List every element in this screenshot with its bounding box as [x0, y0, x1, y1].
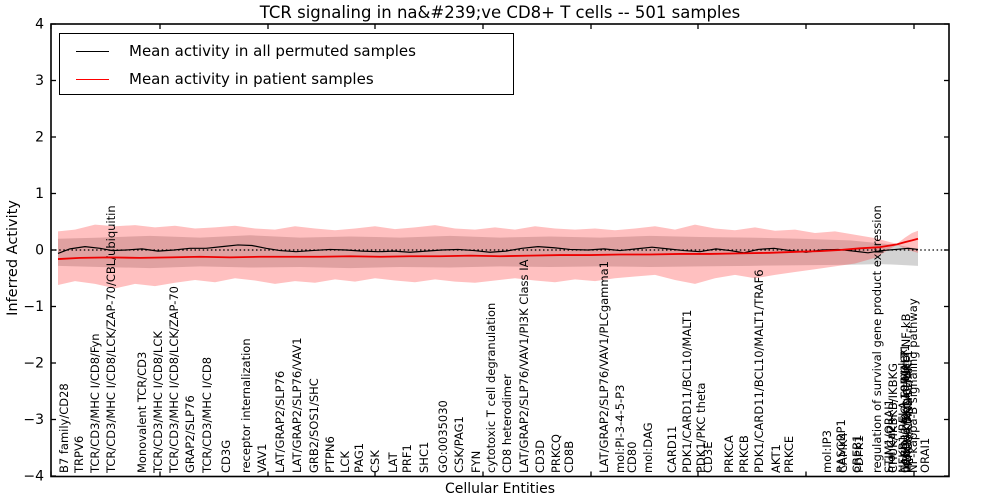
- x-category-label: PRKCB: [737, 435, 751, 473]
- x-category-label: CARD11/BCL10/MALT1: [898, 344, 912, 473]
- series-line-patient: [57, 237, 919, 260]
- x-category-label: CHUK/IKBKB/IKBKG: [886, 363, 900, 473]
- x-category-label: NF-kappa-B signaling pathway: [906, 298, 920, 473]
- legend-item-patient: Mean activity in patient samples: [60, 65, 374, 93]
- x-category-label: PDK1/CARD11/BCL10/MALT1/TRAF6: [752, 269, 766, 473]
- x-category-label: TCR/CD3/MHC I/CD8/Fyn: [88, 333, 102, 474]
- x-category-label: CSK/PAG1: [452, 416, 466, 473]
- x-category-label: CAMK4: [836, 432, 850, 473]
- x-category-label: PTPN6: [323, 436, 337, 473]
- x-category-label: Monovalent TCR/CD3: [135, 352, 149, 473]
- x-category-label: PRKCA: [722, 435, 736, 473]
- y-tick-label: 1: [35, 186, 44, 202]
- x-category-label: GO:0035030: [436, 400, 450, 473]
- y-axis-label: Inferred Activity: [5, 200, 21, 316]
- x-category-label: TCR/CD3/MHC I/CD8/LCK/ZAP-70/CBL/ubiquit…: [104, 205, 118, 474]
- x-category-label: receptor internalization: [239, 338, 253, 473]
- x-category-label: STIM1/ORAI1: [882, 399, 896, 473]
- legend-line-patient-icon: [76, 78, 109, 80]
- x-category-label: SHC1: [417, 442, 431, 473]
- x-category-label: CD8 heterodimer: [500, 374, 514, 473]
- x-category-label: PDK1/CARD11/BCL10/MALT1: [680, 310, 694, 473]
- x-category-label: regulation of survival gene product expr…: [870, 205, 884, 473]
- x-category-label: CARD11: [665, 426, 679, 473]
- x-category-label: FYN: [469, 451, 483, 473]
- x-category-label: CD8B: [562, 441, 576, 473]
- x-category-label: PAG1: [352, 443, 366, 473]
- x-category-label: VAV1: [255, 444, 269, 473]
- x-category-label: LAT/GRAP2/SLP76/VAV1/PLCgamma1: [597, 261, 611, 473]
- x-category-label: TCR/CD3/MHC I/CD8: [200, 357, 214, 474]
- x-category-label: CD3D: [533, 440, 547, 473]
- x-category-label: NFKB1/RELA complex: [896, 349, 910, 473]
- x-category-label: PRKCQ: [549, 434, 563, 473]
- x-category-label: cytotoxic T cell degranulation: [484, 303, 498, 473]
- x-category-label: LCK: [338, 451, 352, 473]
- x-category-label: LAT: [386, 451, 400, 473]
- x-category-label: PDPK1: [852, 435, 866, 473]
- x-category-label: PRKCQ/CARD11/AKT1: [901, 350, 915, 473]
- y-tick-label: 4: [35, 17, 44, 33]
- y-tick-label: 3: [35, 73, 44, 89]
- x-category-label: CSK: [368, 450, 382, 473]
- x-category-label: mol:IP3: [820, 430, 834, 473]
- y-tick-label: 2: [35, 130, 44, 146]
- x-category-label: mol:PI-3-4-5-P3: [613, 385, 627, 473]
- x-category-label: TCR/CD3/MHC I/CD8/LCK/ZAP-70: [167, 286, 181, 474]
- x-category-label: CREB1: [850, 435, 864, 474]
- x-category-label: positive regulation of NF-kB: [899, 313, 913, 473]
- x-category-label: LAT/GRAP2/SLP76: [273, 371, 287, 473]
- y-tick-label: −2: [23, 356, 44, 372]
- y-tick-label: −1: [23, 299, 44, 315]
- legend-label-permuted: Mean activity in all permuted samples: [129, 42, 416, 60]
- x-category-label: GRAP2/SLP76: [183, 395, 197, 473]
- x-category-label: ORAI1: [918, 438, 932, 473]
- x-category-label: B7 family/CD28: [57, 383, 71, 473]
- legend-line-permuted-icon: [76, 50, 109, 52]
- x-category-label: AKT1: [769, 444, 783, 473]
- legend-label-patient: Mean activity in patient samples: [129, 70, 374, 88]
- y-tick-label: −4: [23, 469, 44, 485]
- x-category-label: LAT/GRAP2/SLP76/VAV1/PI3K Class IA: [517, 259, 531, 473]
- x-category-label: IKBKB/IKBKG/CHUK: [900, 363, 914, 473]
- x-category-label: CD3E: [701, 442, 715, 473]
- chart-title: TCR signaling in na&#239;ve CD8+ T cells…: [259, 3, 741, 22]
- x-category-label: mol:Ca2+: [884, 416, 898, 473]
- y-tick-label: 0: [35, 243, 44, 259]
- x-category-label: GRB2/SOS1/SHC: [307, 378, 321, 473]
- x-category-label: CD3G: [219, 440, 233, 473]
- x-axis-label: Cellular Entities: [444, 481, 556, 497]
- x-category-label: PRKCE: [782, 436, 796, 473]
- x-category-label: CD80: [625, 441, 639, 473]
- x-category-label: RASGRP1: [834, 419, 848, 473]
- x-category-label: TCR/CD3/MHC I/CD8/LCK: [151, 331, 165, 474]
- legend-item-permuted: Mean activity in all permuted samples: [60, 37, 416, 65]
- x-category-label: mol:DAG: [641, 422, 655, 473]
- y-tick-label: −3: [23, 412, 44, 428]
- x-category-label: PDK1/PKC theta: [694, 383, 708, 473]
- x-category-label: LAT/GRAP2/SLP76/VAV1: [290, 337, 304, 473]
- x-category-label: PRF1: [400, 444, 414, 473]
- x-category-label: TRPV6: [72, 436, 86, 474]
- series-line-permuted: [57, 244, 919, 254]
- legend: Mean activity in all permuted samples Me…: [59, 33, 514, 95]
